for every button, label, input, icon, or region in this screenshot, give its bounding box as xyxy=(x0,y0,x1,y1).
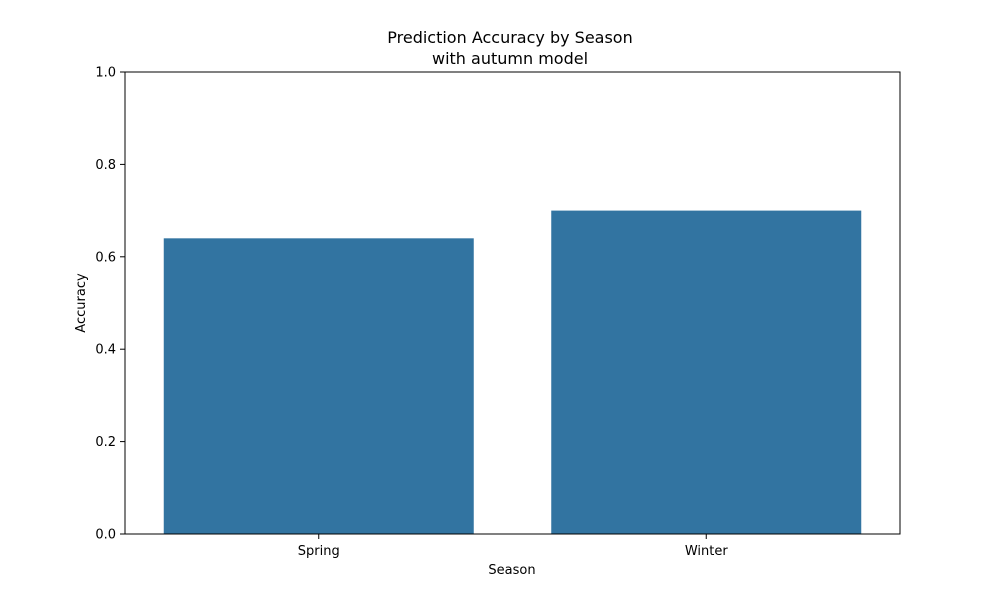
y-tick-label: 0.0 xyxy=(95,528,116,543)
plot-frame xyxy=(124,71,901,535)
bar-spring xyxy=(163,238,474,534)
bar-winter xyxy=(551,210,862,534)
y-axis-label: Accuracy xyxy=(74,273,89,333)
x-tick-label-spring: Spring xyxy=(298,544,340,559)
y-axis-ticks: 0.0 0.2 0.4 0.6 0.8 1.0 xyxy=(95,66,125,543)
x-axis-ticks: Spring Winter xyxy=(298,534,729,559)
y-tick-label: 1.0 xyxy=(95,66,116,81)
y-tick-label: 0.2 xyxy=(95,435,116,450)
chart-title: Prediction Accuracy by Season xyxy=(387,28,632,47)
x-axis-label: Season xyxy=(488,563,535,578)
bars-group xyxy=(163,210,862,534)
y-tick-label: 0.6 xyxy=(95,250,116,265)
x-tick-label-winter: Winter xyxy=(685,544,729,559)
chart-subtitle: with autumn model xyxy=(432,49,588,68)
y-tick-label: 0.8 xyxy=(95,158,116,173)
y-tick-label: 0.4 xyxy=(95,343,116,358)
